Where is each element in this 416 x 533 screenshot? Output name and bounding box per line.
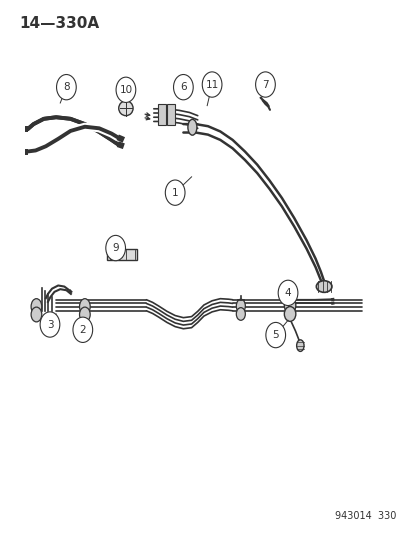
Circle shape	[57, 75, 76, 100]
Bar	[167, 104, 175, 125]
Text: 2: 2	[79, 325, 86, 335]
Text: 6: 6	[180, 82, 187, 92]
Text: 7: 7	[262, 79, 269, 90]
Text: 9: 9	[112, 243, 119, 253]
Text: 10: 10	[119, 85, 132, 95]
Ellipse shape	[119, 101, 133, 116]
Bar	[107, 248, 137, 260]
Ellipse shape	[79, 298, 90, 314]
Text: 5: 5	[272, 330, 279, 340]
Text: 1: 1	[172, 188, 178, 198]
Text: 14—330A: 14—330A	[19, 16, 99, 31]
Ellipse shape	[297, 340, 304, 351]
Bar	[158, 104, 166, 125]
Circle shape	[278, 280, 298, 305]
Ellipse shape	[285, 297, 296, 313]
Circle shape	[116, 77, 136, 102]
Ellipse shape	[236, 308, 245, 320]
Ellipse shape	[79, 307, 90, 322]
Circle shape	[73, 317, 93, 342]
Text: 4: 4	[285, 288, 291, 298]
Text: 8: 8	[63, 82, 70, 92]
Text: 3: 3	[47, 319, 53, 329]
Circle shape	[106, 236, 126, 261]
Ellipse shape	[316, 281, 332, 292]
Text: 11: 11	[206, 79, 219, 90]
Circle shape	[266, 322, 285, 348]
Text: 943014  330: 943014 330	[335, 511, 397, 521]
Circle shape	[202, 72, 222, 97]
Circle shape	[40, 312, 60, 337]
Ellipse shape	[285, 306, 296, 321]
Circle shape	[165, 180, 185, 205]
Ellipse shape	[31, 298, 42, 314]
Circle shape	[255, 72, 275, 97]
Circle shape	[173, 75, 193, 100]
Ellipse shape	[188, 119, 197, 135]
Ellipse shape	[31, 307, 42, 322]
Ellipse shape	[236, 299, 245, 313]
